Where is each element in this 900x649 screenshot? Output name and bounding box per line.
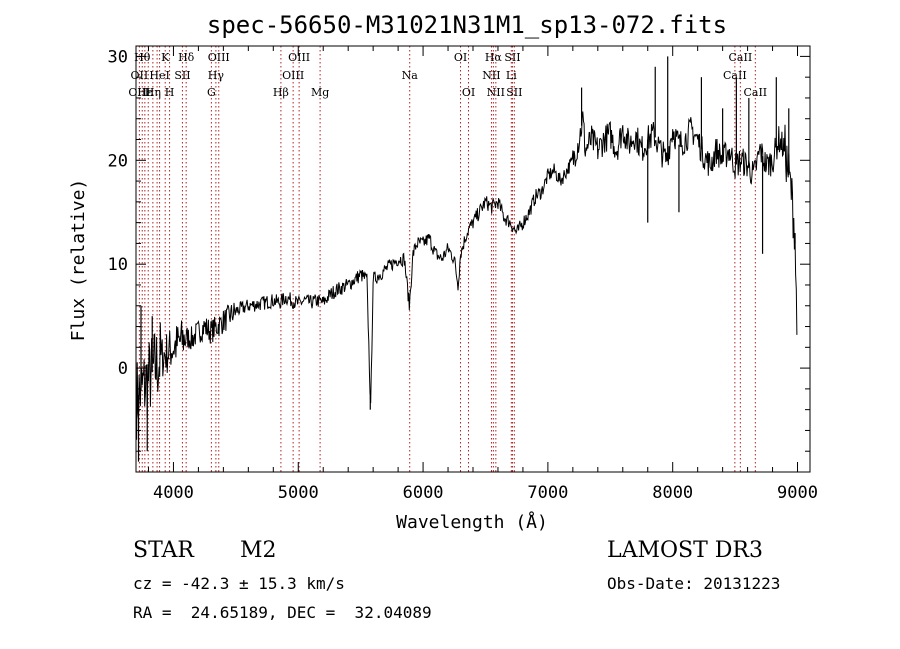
line-marker-label: Na <box>402 69 419 82</box>
line-marker-label: Mg <box>311 86 329 99</box>
y-tick-label: 30 <box>108 47 128 67</box>
line-marker-label: OII <box>131 69 149 82</box>
line-marker-label: HeI <box>149 69 169 82</box>
x-tick-label: 9000 <box>777 483 818 503</box>
line-marker-label: CaII <box>723 69 747 82</box>
line-marker-label: Hβ <box>273 86 289 99</box>
object-class: STAR <box>133 538 194 563</box>
line-marker-label: SII <box>504 51 520 64</box>
x-tick-label: 7000 <box>527 483 568 503</box>
x-tick-label: 6000 <box>403 483 444 503</box>
spectrum-line <box>136 111 798 440</box>
line-marker-label: NII <box>487 86 505 99</box>
line-marker-label: OIII <box>128 86 150 99</box>
line-marker-label: NII <box>482 69 500 82</box>
line-marker-label: K <box>161 51 170 64</box>
object-subclass: M2 <box>240 538 277 563</box>
y-axis: 0 10 20 30 <box>108 47 810 452</box>
line-marker-label: Li <box>506 69 517 82</box>
x-axis: 4000 5000 6000 7000 8000 9000 <box>147 46 818 503</box>
x-tick-label: 5000 <box>278 483 319 503</box>
line-marker-label: CaII <box>743 86 767 99</box>
y-tick-label: 0 <box>118 359 128 379</box>
line-marker-label: Hδ <box>178 51 195 64</box>
line-marker-label: Hγ <box>208 69 225 82</box>
line-marker-label: SII <box>506 86 522 99</box>
ra-dec: RA = 24.65189, DEC = 32.04089 <box>133 603 432 622</box>
spectrum-series <box>136 56 798 462</box>
plot-frame <box>135 45 811 473</box>
line-marker-label: CaII <box>729 51 753 64</box>
x-tick-label: 8000 <box>652 483 693 503</box>
line-marker-label: OIII <box>208 51 230 64</box>
line-marker-label: OI <box>454 51 467 64</box>
observation-date: Obs-Date: 20131223 <box>607 574 781 593</box>
line-marker-label: Hθ <box>134 51 151 64</box>
survey-label: LAMOST DR3 <box>607 538 763 563</box>
chart-title: spec-56650-M31021N31M1_sp13-072.fits <box>207 11 727 39</box>
x-tick-label: 4000 <box>153 483 194 503</box>
line-marker-label: SII <box>174 69 190 82</box>
x-axis-label: Wavelength (Å) <box>396 511 548 533</box>
line-marker-label: Hε <box>137 86 153 99</box>
line-markers <box>138 46 756 472</box>
line-marker-label: OIII <box>282 69 304 82</box>
line-marker-label: Hη <box>145 86 161 99</box>
line-marker-label: OIII <box>288 51 310 64</box>
y-tick-label: 10 <box>108 255 128 275</box>
line-marker-label: OI <box>462 86 475 99</box>
line-marker-label: Hα <box>485 51 503 64</box>
redshift-cz: cz = -42.3 ± 15.3 km/s <box>133 574 345 593</box>
y-tick-label: 20 <box>108 151 128 171</box>
y-axis-label: Flux (relative) <box>68 179 89 342</box>
line-marker-label: G <box>207 86 216 99</box>
line-marker-label: H <box>165 86 175 99</box>
